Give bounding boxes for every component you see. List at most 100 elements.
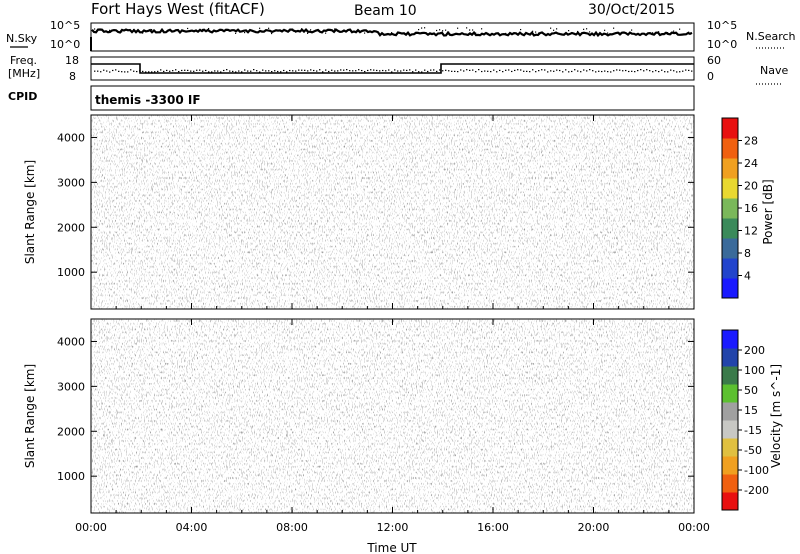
nave-point [619, 69, 621, 71]
nave-point [229, 70, 231, 72]
nsearch-point [202, 28, 204, 31]
nave-point [616, 69, 618, 71]
nsearch-point [328, 29, 330, 31]
nave-point [523, 70, 525, 72]
colorbar-cell [722, 492, 738, 511]
x-tick-label: 04:00 [176, 521, 208, 534]
nsearch-point [577, 30, 579, 33]
nave-point [415, 69, 417, 71]
nave-point [484, 70, 486, 72]
nsearch-point [142, 32, 144, 34]
nsky-tick-bottom: 10^0 [50, 38, 80, 51]
nave-point [187, 69, 189, 72]
nave-point [445, 69, 447, 71]
nave-point [202, 70, 204, 72]
nsearch-label: N.Search [746, 30, 796, 43]
nave-point [223, 69, 225, 72]
colorbar-tick-label: -100 [744, 464, 769, 477]
nave-point [232, 70, 234, 73]
nsearch-point [649, 32, 651, 34]
nave-point [625, 69, 627, 72]
freq-panel: Freq. [MHz] 18 8 60 0 Nave [8, 54, 788, 85]
nsearch-point [505, 32, 507, 35]
nave-point [448, 70, 450, 72]
nave-point [439, 69, 441, 71]
x-tick-label: 12:00 [377, 521, 409, 534]
nave-label: Nave [760, 64, 788, 77]
nave-point [475, 71, 477, 73]
nave-point [676, 71, 678, 73]
nave-point [313, 69, 315, 72]
nave-point [226, 69, 228, 71]
nave-point [370, 69, 372, 71]
power-colorbar-label: Power [dB] [761, 179, 775, 244]
nave-point [133, 70, 135, 72]
nave-point [541, 69, 543, 71]
nsearch-point [133, 29, 135, 31]
nave-point [307, 70, 309, 72]
nave-point [214, 70, 216, 72]
nave-point [331, 69, 333, 71]
nave-tick-bottom: 0 [707, 70, 714, 83]
nave-point [148, 71, 150, 73]
nave-point [163, 70, 165, 73]
nave-point [490, 71, 492, 73]
nave-point [583, 69, 585, 71]
nave-point [454, 70, 456, 73]
nave-point [130, 69, 132, 71]
power-panel: 1000 2000 3000 4000 Slant Range [km] [23, 114, 695, 310]
nsearch-point [280, 30, 282, 32]
nave-point [400, 70, 402, 72]
nave-point [325, 69, 327, 71]
nave-point [622, 70, 624, 72]
nave-point [286, 71, 288, 73]
colorbar-tick-label: -15 [744, 424, 762, 437]
colorbar-cell [722, 218, 738, 239]
nave-point [628, 70, 630, 73]
colorbar-cell [722, 198, 738, 219]
nsearch-point [670, 32, 672, 34]
nave-point [517, 69, 519, 71]
nave-point [217, 70, 219, 72]
nave-point [193, 70, 195, 72]
power-ylabel: Slant Range [km] [23, 160, 37, 264]
nsearch-point [667, 32, 669, 34]
nsearch-point [556, 28, 558, 30]
time-axis-label: Time UT [366, 541, 417, 554]
nsearch-point [418, 28, 420, 31]
nave-point [544, 69, 546, 71]
colorbar-cell [722, 118, 738, 139]
station-title: Fort Hays West (fitACF) [91, 0, 265, 18]
nave-point [241, 71, 243, 73]
nsearch-point [631, 29, 633, 31]
nave-point [505, 69, 507, 71]
nave-point [190, 70, 192, 72]
nave-point [397, 70, 399, 72]
nave-point [256, 70, 258, 72]
nsearch-point [673, 30, 675, 32]
nsearch-tick-bottom: 10^0 [707, 38, 737, 51]
nsearch-point [151, 28, 153, 31]
freq-trace [91, 63, 694, 74]
nave-point [682, 70, 684, 72]
nave-point [211, 71, 213, 73]
nave-point [637, 69, 639, 72]
colorbar-tick-label: 15 [744, 404, 758, 417]
nave-point [556, 69, 558, 71]
nsearch-point [571, 32, 573, 34]
nave-point [472, 69, 474, 71]
nave-point [199, 69, 201, 71]
nave-point [265, 70, 267, 72]
nave-point [451, 70, 453, 72]
nsearch-point [181, 29, 183, 31]
nave-point [121, 71, 123, 73]
nsearch-point [658, 31, 660, 33]
colorbar-cell [722, 384, 738, 403]
velocity-colorbar: 200 100 50 15 -15 -50 -100 -200 Velocity [m s^-… [721, 329, 783, 511]
nave-point [355, 70, 357, 72]
nave-point [685, 69, 687, 71]
nsearch-point [301, 28, 303, 30]
velocity-panel: 1000 2000 3000 4000 00:00 04:00 08:00 12:00 16:… [23, 318, 710, 554]
nave-point [658, 70, 660, 73]
